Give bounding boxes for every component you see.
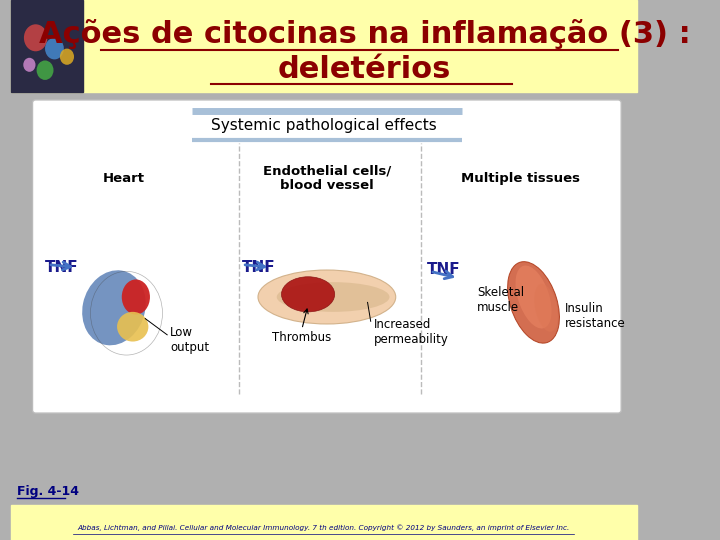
Text: Heart: Heart — [102, 172, 144, 185]
Text: Skeletal
muscle: Skeletal muscle — [477, 286, 524, 314]
Text: deletérios: deletérios — [278, 55, 451, 84]
Ellipse shape — [45, 38, 64, 59]
Ellipse shape — [276, 282, 390, 312]
Ellipse shape — [516, 266, 552, 328]
Text: TNF: TNF — [243, 260, 276, 275]
Ellipse shape — [82, 271, 145, 345]
Ellipse shape — [508, 262, 559, 343]
Ellipse shape — [122, 280, 150, 314]
Text: Low
output: Low output — [171, 326, 210, 354]
Ellipse shape — [534, 284, 558, 332]
Ellipse shape — [24, 24, 48, 51]
Text: Ações de citocinas na inflamação (3) :: Ações de citocinas na inflamação (3) : — [39, 19, 690, 49]
Text: TNF: TNF — [45, 260, 78, 275]
Bar — [11, 0, 637, 92]
Ellipse shape — [60, 49, 74, 65]
Text: Insulin
resistance: Insulin resistance — [564, 302, 626, 330]
Ellipse shape — [117, 312, 148, 342]
Ellipse shape — [37, 60, 53, 80]
Bar — [11, 505, 637, 540]
Text: Thrombus: Thrombus — [272, 331, 331, 344]
Text: Abbas, Lichtman, and Pillai. Cellular and Molecular Immunology. 7 th edition. Co: Abbas, Lichtman, and Pillai. Cellular an… — [78, 525, 570, 531]
Text: Multiple tissues: Multiple tissues — [462, 172, 580, 185]
Text: TNF: TNF — [427, 262, 461, 278]
Text: Endothelial cells/
blood vessel: Endothelial cells/ blood vessel — [263, 164, 391, 192]
Bar — [11, 0, 83, 92]
Text: Fig. 4-14: Fig. 4-14 — [17, 485, 79, 498]
Text: Increased
permeability: Increased permeability — [374, 318, 449, 346]
Ellipse shape — [23, 58, 35, 72]
FancyBboxPatch shape — [32, 100, 621, 413]
Text: Systemic pathological effects: Systemic pathological effects — [211, 118, 436, 133]
Ellipse shape — [258, 270, 396, 324]
Ellipse shape — [282, 276, 335, 312]
